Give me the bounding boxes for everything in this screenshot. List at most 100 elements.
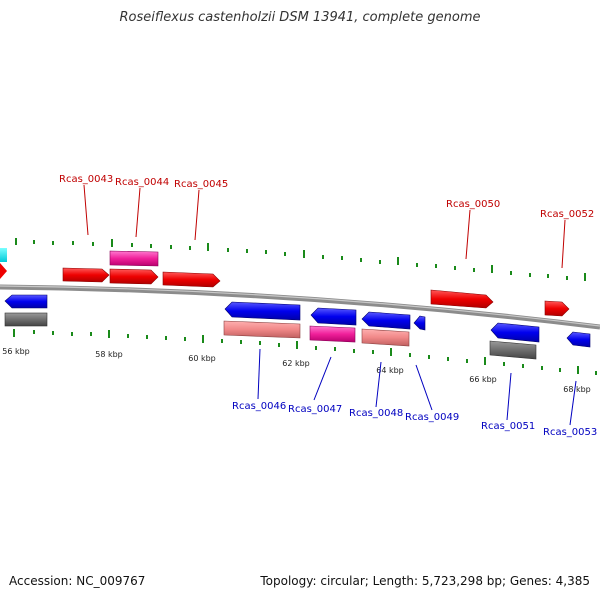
tick-mark: [510, 271, 512, 275]
gene-feature[interactable]: [0, 263, 7, 279]
gene-label-rcas-0048[interactable]: Rcas_0048: [349, 408, 403, 419]
tick-mark: [372, 350, 374, 354]
gene-rcas-0052[interactable]: [544, 300, 570, 317]
tick-mark: [566, 276, 568, 280]
tick-mark: [473, 268, 475, 272]
tick-mark: [315, 346, 317, 350]
tick-mark: [127, 334, 129, 338]
tick-mark: [265, 250, 267, 254]
scale-label: 60 kbp: [188, 354, 216, 363]
tick-mark: [447, 357, 449, 361]
tick-mark: [189, 246, 191, 250]
scale-label: 64 kbp: [376, 366, 404, 375]
tick-mark: [52, 241, 54, 245]
gene-rcas-0053[interactable]: [566, 331, 591, 348]
gene-label-rcas-0047[interactable]: Rcas_0047: [288, 404, 342, 415]
tick-mark: [33, 240, 35, 244]
gene-feature[interactable]: [4, 294, 48, 309]
tick-mark: [341, 256, 343, 260]
callout-line: [561, 219, 566, 269]
tick-mark: [33, 330, 35, 334]
gene-label-rcas-0051[interactable]: Rcas_0051: [481, 421, 535, 432]
tick-mark: [416, 263, 418, 267]
tick-mark: [390, 348, 392, 356]
tick-mark: [559, 368, 561, 372]
gene-rcas-0048[interactable]: [361, 311, 411, 330]
tick-mark: [379, 260, 381, 264]
tick-mark: [353, 349, 355, 353]
callout-line: [313, 356, 332, 401]
gene-rcas-0045[interactable]: [162, 271, 221, 288]
tick-mark: [184, 337, 186, 341]
tick-mark: [584, 273, 586, 281]
tick-mark: [409, 353, 411, 357]
gene-rcas-0051[interactable]: [490, 322, 540, 343]
tick-mark: [15, 238, 17, 245]
reverse-gene-labels: Rcas_0046 Rcas_0047 Rcas_0048 Rcas_0049 …: [232, 401, 597, 438]
tick-mark: [108, 330, 110, 338]
tick-mark: [131, 243, 133, 247]
forward-gene-labels: Rcas_0043 Rcas_0044 Rcas_0045 Rcas_0050 …: [59, 174, 594, 220]
gene-rcas-0043[interactable]: [62, 267, 110, 283]
gene-rcas-0047[interactable]: [310, 307, 357, 326]
tick-mark: [90, 332, 92, 336]
gene-rcas-0049[interactable]: [413, 315, 426, 331]
tick-mark: [284, 252, 286, 256]
scale-label: 66 kbp: [469, 375, 497, 384]
tick-mark: [150, 244, 152, 248]
tick-mark: [92, 242, 94, 246]
gene-label-rcas-0043[interactable]: Rcas_0043: [59, 174, 113, 185]
accession-text: Accession: NC_009767: [9, 574, 146, 588]
callout-line: [194, 189, 200, 241]
gene-label-rcas-0044[interactable]: Rcas_0044: [115, 177, 169, 188]
gene-feature[interactable]: [4, 312, 48, 327]
tick-mark: [259, 341, 261, 345]
callout-line: [415, 364, 433, 411]
tick-mark: [503, 362, 505, 366]
forward-callouts: [83, 184, 566, 269]
tick-mark: [146, 335, 148, 339]
gene-label-rcas-0046[interactable]: Rcas_0046: [232, 401, 286, 412]
forward-gene-track: [0, 250, 570, 317]
gene-rcas-0048-lower[interactable]: [361, 328, 410, 347]
gene-label-rcas-0049[interactable]: Rcas_0049: [405, 412, 459, 423]
callout-line: [465, 209, 471, 260]
tick-mark: [111, 239, 113, 247]
genome-summary-text: Topology: circular; Length: 5,723,298 bp…: [260, 574, 590, 588]
gene-rcas-0047-lower[interactable]: [309, 325, 356, 343]
map-title: Roseiflexus castenholzii DSM 13941, comp…: [119, 10, 481, 25]
tick-mark: [207, 243, 209, 251]
reverse-gene-track: [0, 248, 591, 360]
tick-mark: [296, 341, 298, 349]
scale-label: 58 kbp: [95, 350, 123, 359]
callout-line: [257, 348, 261, 400]
tick-mark: [547, 274, 549, 278]
gene-rcas-0046[interactable]: [224, 301, 301, 321]
gene-label-rcas-0053[interactable]: Rcas_0053: [543, 427, 597, 438]
scale-label: 62 kbp: [282, 359, 310, 368]
gene-rcas-0046-lower[interactable]: [223, 320, 301, 339]
gene-label-rcas-0045[interactable]: Rcas_0045: [174, 179, 228, 190]
callout-line: [375, 361, 382, 408]
gene-rcas-0044-lower[interactable]: [109, 268, 159, 285]
reverse-callouts: [257, 348, 577, 426]
gene-rcas-0050[interactable]: [430, 289, 494, 309]
gene-rcas-0044[interactable]: [109, 250, 159, 267]
tick-mark: [595, 371, 597, 375]
genome-backbone-highlight: [0, 285, 600, 327]
tick-mark: [246, 249, 248, 253]
tick-mark: [466, 359, 468, 363]
gene-feature[interactable]: [0, 248, 7, 262]
gene-label-rcas-0050[interactable]: Rcas_0050: [446, 199, 500, 210]
tick-mark: [202, 335, 204, 343]
tick-mark: [13, 329, 15, 337]
gene-label-rcas-0052[interactable]: Rcas_0052: [540, 209, 594, 220]
gene-rcas-0051-lower[interactable]: [489, 340, 537, 360]
reverse-tick-track: [13, 329, 597, 375]
tick-mark: [522, 364, 524, 368]
tick-mark: [454, 266, 456, 270]
tick-mark: [170, 245, 172, 249]
tick-mark: [334, 347, 336, 351]
callout-line: [83, 184, 89, 236]
